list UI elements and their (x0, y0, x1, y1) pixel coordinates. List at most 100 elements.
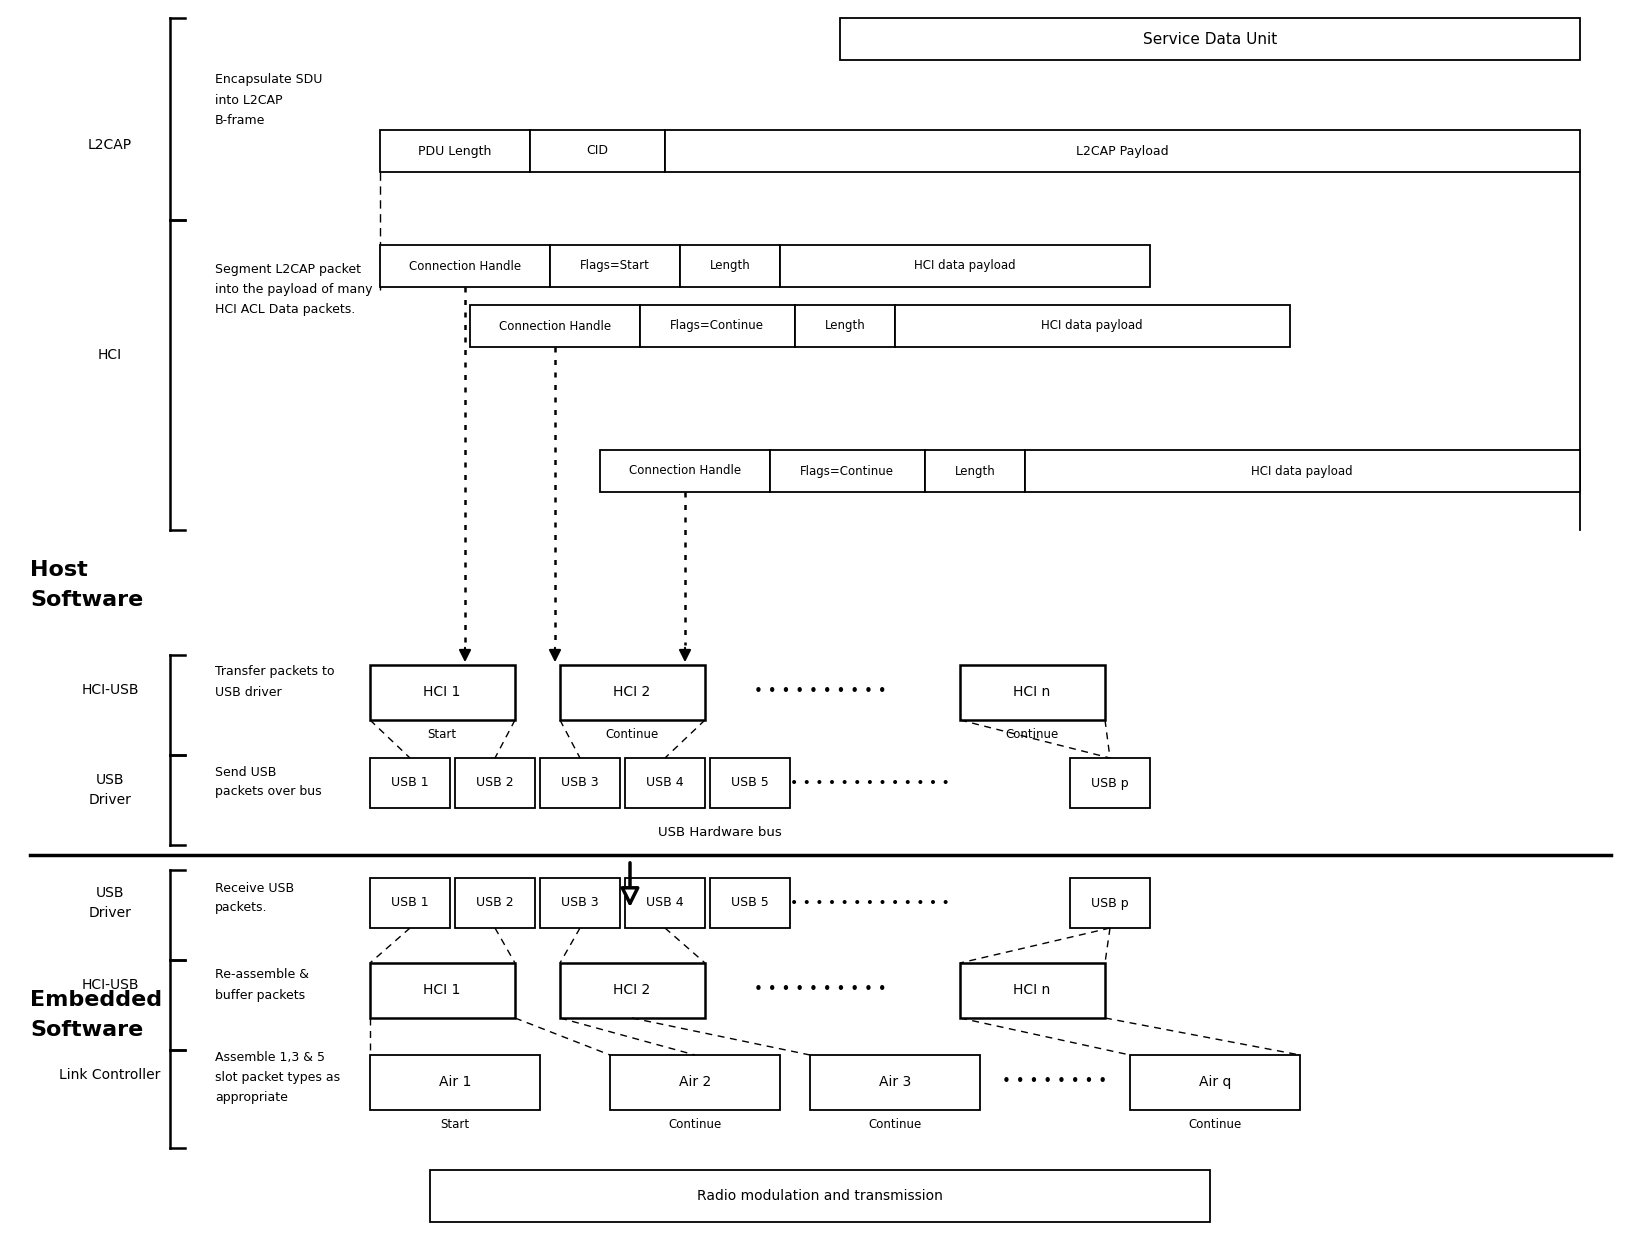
Text: Receive USB: Receive USB (215, 881, 294, 895)
Text: USB Hardware bus: USB Hardware bus (658, 827, 781, 839)
Bar (711, 758, 789, 808)
Bar (540, 758, 620, 808)
Text: HCI 2: HCI 2 (614, 685, 650, 699)
Text: • • • • • • • • • •: • • • • • • • • • • (753, 685, 886, 699)
Bar (640, 305, 794, 347)
Text: Start: Start (440, 1118, 469, 1130)
Text: USB 1: USB 1 (391, 896, 428, 910)
Bar (1131, 1055, 1300, 1110)
Bar (369, 758, 450, 808)
Text: Connection Handle: Connection Handle (499, 319, 610, 333)
Text: HCI-USB: HCI-USB (82, 683, 139, 697)
Bar (381, 245, 550, 287)
Bar (610, 1055, 779, 1110)
Text: appropriate: appropriate (215, 1092, 287, 1104)
Bar (779, 245, 1150, 287)
Text: USB: USB (95, 886, 125, 900)
Text: Continue: Continue (606, 728, 658, 740)
Text: L2CAP Payload: L2CAP Payload (1076, 145, 1168, 157)
Text: Radio modulation and transmission: Radio modulation and transmission (697, 1188, 944, 1203)
Bar (560, 963, 706, 1018)
Bar (711, 878, 789, 928)
Text: Flags=Continue: Flags=Continue (801, 464, 894, 478)
Bar (811, 1055, 980, 1110)
Bar (369, 878, 450, 928)
Text: Software: Software (30, 1020, 143, 1040)
Text: Driver: Driver (89, 906, 131, 920)
Text: Length: Length (825, 319, 865, 333)
Text: Connection Handle: Connection Handle (629, 464, 742, 478)
Text: Flags=Continue: Flags=Continue (670, 319, 765, 333)
Bar (1026, 449, 1580, 491)
Text: slot packet types as: slot packet types as (215, 1072, 340, 1084)
Text: Length: Length (955, 464, 996, 478)
Text: packets over bus: packets over bus (215, 785, 322, 799)
Text: Air q: Air q (1200, 1075, 1231, 1089)
Text: Continue: Continue (868, 1118, 922, 1130)
Bar (369, 665, 515, 721)
Text: HCI data payload: HCI data payload (1250, 464, 1352, 478)
Text: into L2CAP: into L2CAP (215, 94, 282, 106)
Text: USB: USB (95, 773, 125, 787)
Bar (430, 1170, 1209, 1222)
Bar (679, 245, 779, 287)
Bar (665, 130, 1580, 172)
Bar (625, 758, 706, 808)
Bar (1070, 758, 1150, 808)
Text: Length: Length (709, 260, 750, 272)
Text: Start: Start (427, 728, 456, 740)
Text: USB 2: USB 2 (476, 896, 514, 910)
Text: Service Data Unit: Service Data Unit (1142, 31, 1277, 47)
Text: USB 3: USB 3 (561, 776, 599, 790)
Text: HCI n: HCI n (1014, 983, 1050, 997)
Text: HCI-USB: HCI-USB (82, 978, 139, 992)
Bar (770, 449, 926, 491)
Text: • • • • • • • • • • • • •: • • • • • • • • • • • • • (789, 896, 950, 910)
Text: • • • • • • • • • • • • •: • • • • • • • • • • • • • (789, 776, 950, 790)
Text: USB 5: USB 5 (732, 776, 770, 790)
Text: Flags=Start: Flags=Start (579, 260, 650, 272)
Text: USB p: USB p (1091, 896, 1129, 910)
Text: Air 1: Air 1 (438, 1075, 471, 1089)
Text: HCI n: HCI n (1014, 685, 1050, 699)
Text: PDU Length: PDU Length (418, 145, 492, 157)
Text: Host: Host (30, 560, 87, 579)
Text: USB 1: USB 1 (391, 776, 428, 790)
Text: Re-assemble &: Re-assemble & (215, 968, 309, 982)
Text: HCI ACL Data packets.: HCI ACL Data packets. (215, 303, 354, 317)
Bar (625, 878, 706, 928)
Text: USB driver: USB driver (215, 686, 282, 698)
Text: Air 2: Air 2 (679, 1075, 711, 1089)
Text: Segment L2CAP packet: Segment L2CAP packet (215, 264, 361, 276)
Text: Driver: Driver (89, 794, 131, 807)
Text: Connection Handle: Connection Handle (409, 260, 522, 272)
Text: Transfer packets to: Transfer packets to (215, 666, 335, 678)
Text: Send USB: Send USB (215, 765, 276, 779)
Text: HCI 1: HCI 1 (423, 685, 461, 699)
Text: USB p: USB p (1091, 776, 1129, 790)
Text: USB 5: USB 5 (732, 896, 770, 910)
Text: Continue: Continue (1006, 728, 1058, 740)
Text: HCI data payload: HCI data payload (1040, 319, 1142, 333)
Text: Assemble 1,3 & 5: Assemble 1,3 & 5 (215, 1051, 325, 1065)
Text: HCI data payload: HCI data payload (914, 260, 1016, 272)
Text: Air 3: Air 3 (880, 1075, 911, 1089)
Text: USB 4: USB 4 (647, 776, 684, 790)
Text: Software: Software (30, 591, 143, 610)
Bar (601, 449, 770, 491)
Text: USB 4: USB 4 (647, 896, 684, 910)
Text: • • • • • • • • • •: • • • • • • • • • • (753, 983, 886, 998)
Bar (530, 130, 665, 172)
Text: buffer packets: buffer packets (215, 988, 305, 1002)
Bar (1070, 878, 1150, 928)
Text: HCI 2: HCI 2 (614, 983, 650, 997)
Bar (469, 305, 640, 347)
Bar (550, 245, 679, 287)
Bar (455, 878, 535, 928)
Bar (894, 305, 1290, 347)
Text: B-frame: B-frame (215, 114, 266, 126)
Text: • • • • • • • •: • • • • • • • • (1003, 1075, 1108, 1089)
Text: USB 3: USB 3 (561, 896, 599, 910)
Bar (560, 665, 706, 721)
Text: HCI: HCI (98, 348, 121, 361)
